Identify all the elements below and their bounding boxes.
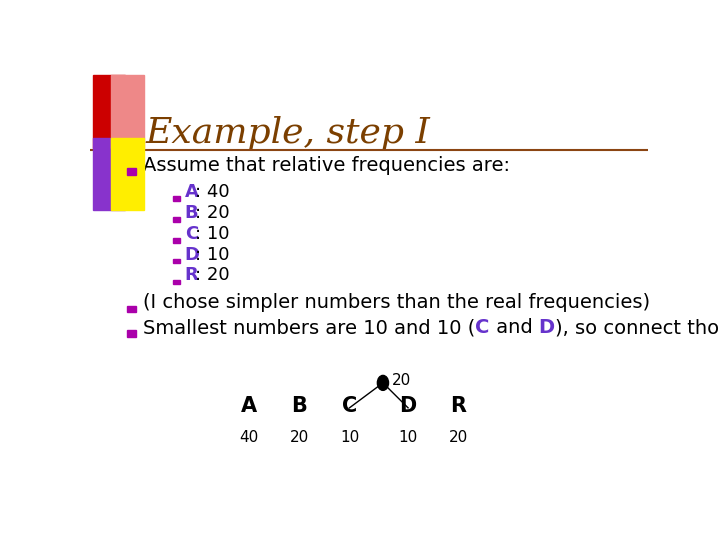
Text: 20: 20 xyxy=(392,373,411,388)
Bar xyxy=(93,138,125,210)
Bar xyxy=(174,217,179,222)
Text: 40: 40 xyxy=(240,430,258,445)
Text: 10: 10 xyxy=(340,430,359,445)
Bar xyxy=(127,168,136,175)
Text: (I chose simpler numbers than the real frequencies): (I chose simpler numbers than the real f… xyxy=(143,293,650,312)
Text: B: B xyxy=(185,204,199,222)
Text: R: R xyxy=(450,396,467,416)
Bar xyxy=(174,259,179,264)
Text: R: R xyxy=(185,266,199,285)
Bar xyxy=(174,197,179,201)
Text: A: A xyxy=(241,396,257,416)
Text: D: D xyxy=(539,318,554,337)
Text: B: B xyxy=(292,396,307,416)
Bar xyxy=(127,330,136,337)
Text: Assume that relative frequencies are:: Assume that relative frequencies are: xyxy=(143,156,510,175)
Text: ), so connect those: ), so connect those xyxy=(554,318,720,337)
Text: and: and xyxy=(490,318,539,337)
Bar xyxy=(174,280,179,284)
Text: : 10: : 10 xyxy=(195,246,230,264)
Text: Example, step I: Example, step I xyxy=(145,117,431,151)
Text: 20: 20 xyxy=(449,430,468,445)
Text: : 40: : 40 xyxy=(195,183,230,201)
Bar xyxy=(111,138,143,210)
Text: 10: 10 xyxy=(398,430,418,445)
Text: : 20: : 20 xyxy=(195,266,230,285)
Text: D: D xyxy=(185,246,200,264)
Text: C: C xyxy=(185,225,198,243)
Text: : 10: : 10 xyxy=(195,225,230,243)
Text: A: A xyxy=(185,183,199,201)
Ellipse shape xyxy=(377,375,389,390)
Bar xyxy=(174,238,179,242)
Text: D: D xyxy=(400,396,417,416)
Text: C: C xyxy=(475,318,490,337)
Text: 20: 20 xyxy=(289,430,309,445)
Bar xyxy=(111,75,143,148)
Bar xyxy=(127,306,136,312)
Text: : 20: : 20 xyxy=(195,204,230,222)
Text: C: C xyxy=(342,396,357,416)
Bar xyxy=(93,75,125,148)
Text: Smallest numbers are 10 and 10 (: Smallest numbers are 10 and 10 ( xyxy=(143,318,475,337)
